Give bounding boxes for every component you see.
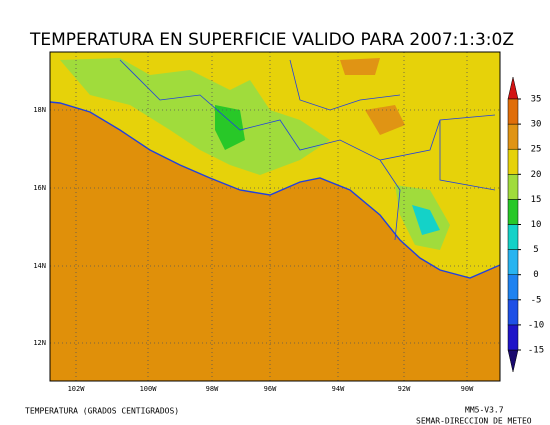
cool-zone	[60, 58, 330, 175]
lon-label: 92W	[398, 385, 411, 393]
warm-zone	[365, 105, 405, 135]
footer-right: MM5-V3.7	[465, 406, 504, 415]
colorbar-bin	[507, 299, 519, 326]
graticule: 18N 16N 14N 12N 102W 100W 98W 96W 94W 92W 90W	[33, 52, 500, 393]
map-frame	[49, 51, 501, 382]
lon-label: 98W	[206, 385, 219, 393]
lon-label: 90W	[461, 385, 474, 393]
lon-label: 94W	[332, 385, 345, 393]
cool-zone	[412, 205, 440, 235]
colorbar-bin	[507, 174, 519, 200]
lon-label: 96W	[264, 385, 277, 393]
colorbar-label: 25	[531, 145, 542, 155]
footer-left: TEMPERATURA (GRADOS CENTIGRADOS)	[25, 407, 179, 416]
title: TEMPERATURA EN SUPERFICIE VALIDO PARA 20…	[29, 30, 514, 50]
warm-zone	[340, 58, 380, 75]
colorbar-bin	[507, 274, 519, 301]
cool-zone	[215, 105, 245, 150]
map-field	[49, 52, 501, 381]
colorbar-label: 10	[531, 220, 542, 230]
colorbar-label: 5	[533, 245, 538, 255]
lat-label: 12N	[33, 339, 46, 347]
colorbar-bin	[507, 224, 519, 250]
colorbar-label: 0	[533, 270, 538, 280]
colorbar-label: 15	[531, 195, 542, 205]
colorbar-label: -15	[528, 346, 544, 356]
colorbar-bin	[507, 199, 519, 225]
coastline	[49, 101, 501, 279]
colorbar-over	[507, 76, 519, 100]
colorbar-under	[507, 349, 519, 373]
footer-right: SEMAR-DIRECCION DE METEO	[416, 417, 532, 425]
lat-label: 14N	[33, 262, 46, 270]
colorbar-bin	[507, 148, 519, 175]
colorbar-bin	[507, 249, 519, 275]
borders	[119, 59, 496, 241]
lon-label: 102W	[68, 385, 86, 393]
colorbar-label: 20	[531, 170, 542, 180]
lat-label: 16N	[33, 184, 46, 192]
colorbar-bin	[507, 98, 519, 125]
colorbar-bin	[507, 324, 519, 351]
colorbar-label: 35	[531, 95, 542, 105]
colorbar-label: 30	[531, 120, 542, 130]
lat-label: 18N	[33, 106, 46, 114]
colorbar-label: -5	[531, 295, 542, 305]
colorbar-label: -10	[528, 320, 544, 330]
lon-label: 100W	[140, 385, 158, 393]
colorbar-bin	[507, 123, 519, 150]
colorbar: -15 -10 -5 0 5 10 15 20 25 30 35	[507, 76, 544, 373]
